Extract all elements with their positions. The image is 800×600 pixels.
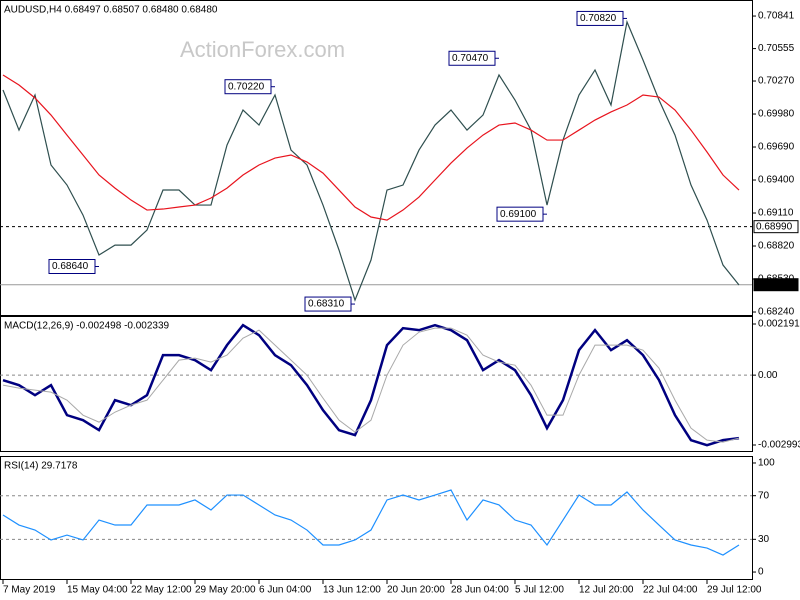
y-tick-label: 0.69690 — [758, 142, 795, 153]
y-tick-label: 0.70270 — [758, 76, 795, 87]
x-tick-label: 29 May 20:00 — [195, 585, 256, 596]
x-tick-label: 5 Jul 12:00 — [515, 585, 564, 596]
x-tick-label: 12 Jul 20:00 — [579, 585, 634, 596]
y-tick-label: 0.00 — [758, 370, 778, 381]
panel-frame — [0, 456, 753, 580]
price-label: 0.68990 — [756, 221, 793, 232]
y-tick-label: 0.70555 — [758, 43, 795, 54]
x-tick-label: 22 Jul 04:00 — [643, 585, 698, 596]
y-tick-label: 0.68820 — [758, 241, 795, 252]
panel-frame — [0, 316, 753, 452]
x-tick-label: 6 Jun 04:00 — [259, 585, 312, 596]
x-tick-label: 22 May 12:00 — [131, 585, 192, 596]
series-line — [2, 19, 740, 302]
y-tick-label: 100 — [758, 458, 775, 469]
annotation-label: 0.68310 — [308, 299, 345, 310]
series-line — [2, 323, 740, 447]
annotation-label: 0.69100 — [500, 209, 537, 220]
series-line — [2, 327, 740, 443]
x-tick-label: 29 Jul 12:00 — [707, 585, 762, 596]
panel-frame — [0, 0, 753, 316]
series-line — [2, 74, 740, 221]
y-tick-label: 0.002191 — [758, 319, 800, 330]
y-tick-label: 0.69400 — [758, 175, 795, 186]
x-tick-label: 15 May 04:00 — [67, 585, 128, 596]
x-tick-label: 7 May 2019 — [3, 585, 56, 596]
annotation-label: 0.70220 — [228, 81, 265, 92]
price-label-box — [753, 220, 799, 234]
y-tick-label: 0.70841 — [758, 11, 795, 22]
y-tick-label: 0.69110 — [758, 208, 794, 219]
price-label: 0.68480 — [756, 279, 793, 290]
panel-title: AUDUSD,H4 0.68497 0.68507 0.68480 0.6848… — [4, 5, 218, 16]
y-tick-label: 70 — [758, 490, 770, 501]
y-tick-label: -0.002993 — [758, 440, 800, 451]
series-line — [2, 489, 740, 556]
y-tick-label: 30 — [758, 534, 770, 545]
annotation-label: 0.70470 — [452, 53, 489, 64]
annotation-label: 0.68640 — [52, 261, 89, 272]
price-label-box — [753, 278, 799, 292]
annotation-label: 0.70820 — [580, 13, 617, 24]
x-tick-label: 20 Jun 20:00 — [387, 585, 445, 596]
x-tick-label: 13 Jun 12:00 — [323, 585, 381, 596]
watermark: ActionForex.com — [180, 37, 345, 62]
x-tick-label: 28 Jun 04:00 — [451, 585, 509, 596]
y-tick-label: 0 — [758, 567, 764, 578]
panel-title: MACD(12,26,9) -0.002498 -0.002339 — [4, 321, 170, 332]
y-tick-label: 0.68240 — [758, 307, 795, 318]
y-tick-label: 0.69980 — [758, 109, 795, 120]
panel-title: RSI(14) 29.7178 — [4, 461, 78, 472]
